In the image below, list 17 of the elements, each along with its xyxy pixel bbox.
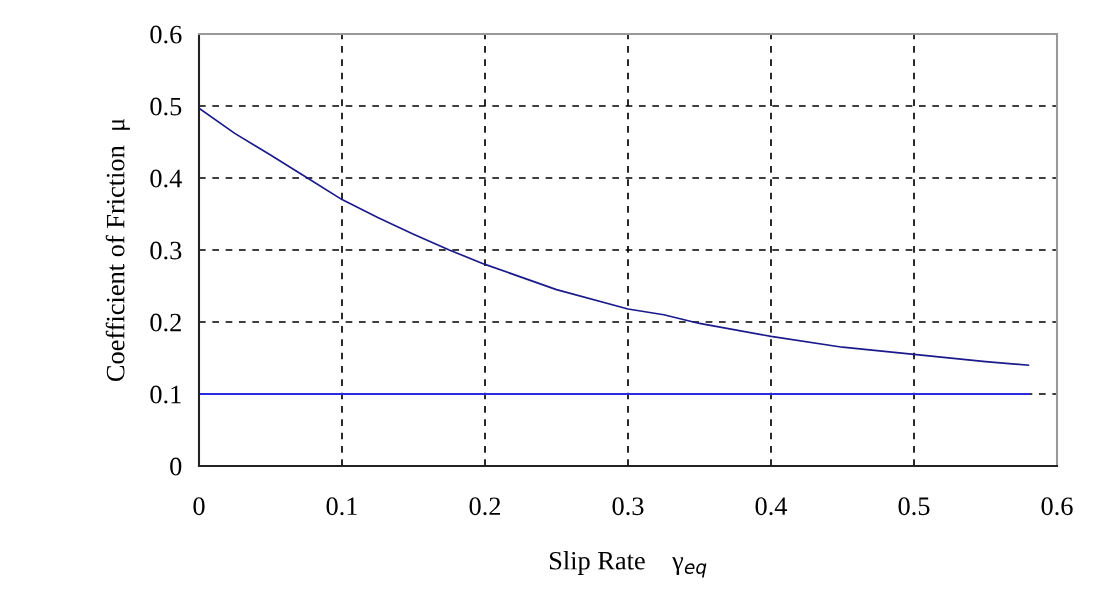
x-tick-label: 0.1 — [326, 497, 357, 516]
x-tick-label: 0 — [193, 497, 205, 516]
line-series — [199, 107, 1030, 367]
x-tick-label: 0.4 — [755, 497, 788, 516]
y-tick-label: 0.1 — [150, 385, 181, 404]
y-tick-label: 0.6 — [150, 25, 182, 44]
y-tick-label: 0 — [170, 457, 182, 476]
y-axis-title: Coefficient of Friction μ — [105, 118, 130, 382]
y-tick-label: 0.5 — [150, 97, 182, 116]
x-tick-label: 0.3 — [612, 497, 644, 516]
x-tick-label: 0.6 — [1041, 497, 1073, 516]
x-axis-title: Slip Rate γ$_{eq}$ — [549, 551, 707, 578]
x-tick-label: 0.2 — [469, 497, 501, 516]
y-tick-label: 0.3 — [150, 241, 182, 260]
x-tick-label: 0.5 — [898, 497, 930, 516]
y-tick-label: 0.2 — [150, 313, 181, 332]
y-tick-label: 0.4 — [150, 169, 182, 188]
